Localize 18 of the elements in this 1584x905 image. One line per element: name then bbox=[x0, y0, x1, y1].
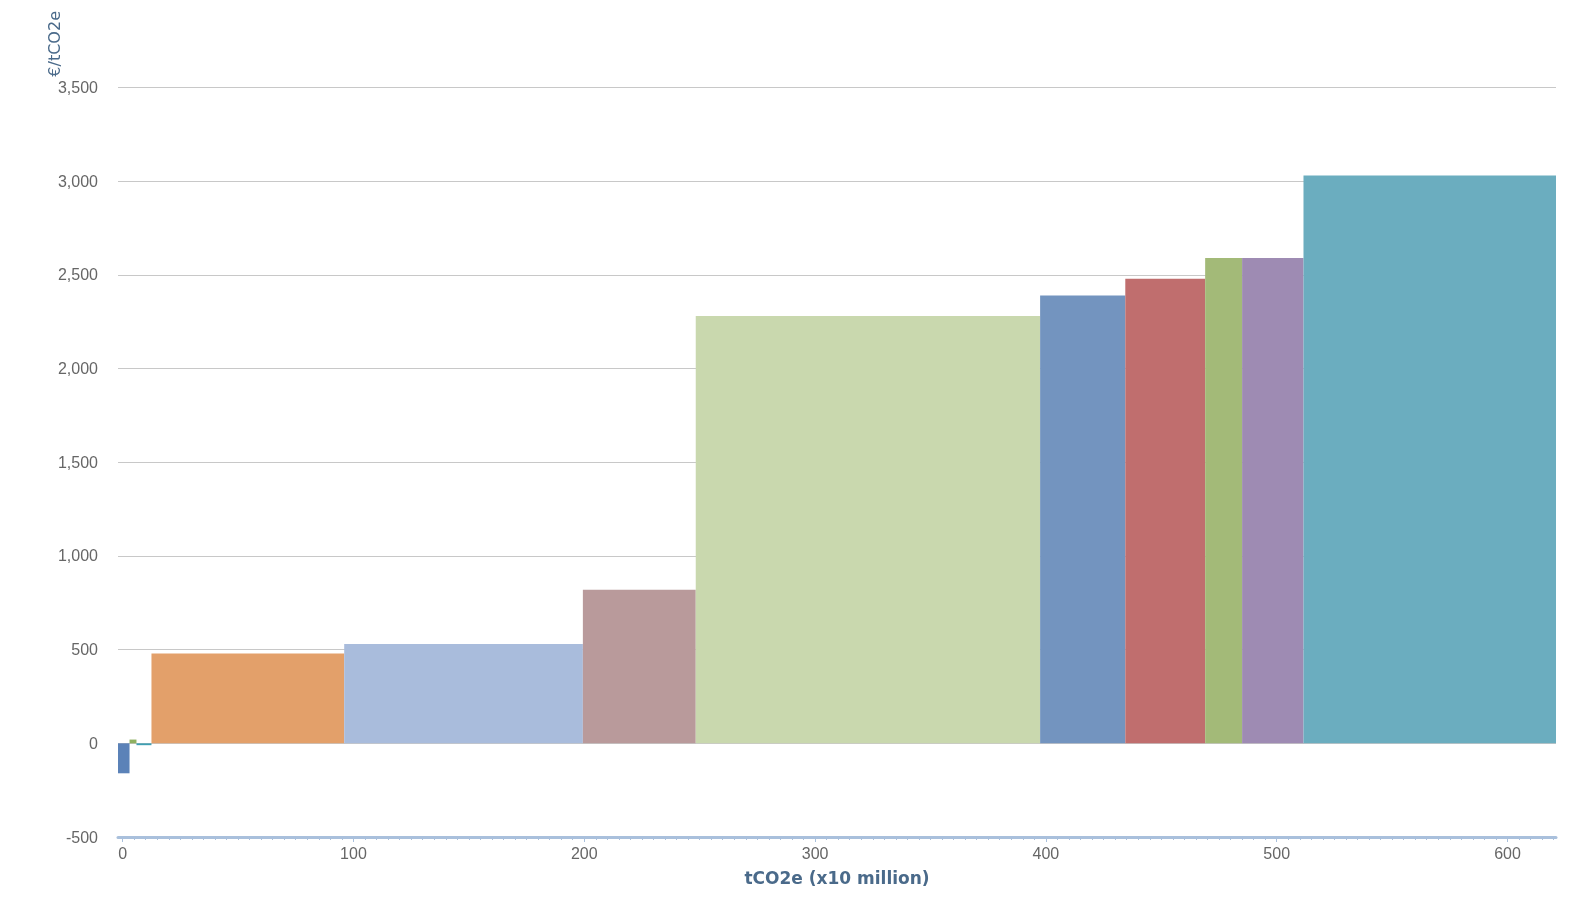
x-tick-label: 100 bbox=[340, 844, 367, 862]
x-tick-label: 500 bbox=[1263, 844, 1291, 862]
x-tick-label: 0 bbox=[118, 844, 128, 862]
y-tick-label: 500 bbox=[71, 641, 99, 659]
x-axis-title: tCO2e (x10 million) bbox=[744, 867, 930, 888]
x-tick-label: 600 bbox=[1494, 844, 1521, 862]
y-tick-label: 3,500 bbox=[57, 79, 99, 97]
y-tick-label: 2,500 bbox=[57, 266, 99, 284]
y-tick-label: 0 bbox=[89, 734, 99, 752]
x-tick-label: 300 bbox=[801, 844, 829, 862]
y-tick-label: 2,000 bbox=[57, 360, 99, 378]
y-axis-title: €/tCO2e bbox=[45, 11, 65, 77]
y-tick-label: 3,000 bbox=[57, 172, 99, 190]
y-tick-label: 1,000 bbox=[57, 547, 99, 565]
x-tick-label: 200 bbox=[570, 844, 598, 862]
y-tick-label: 1,500 bbox=[57, 453, 99, 471]
y-tick-label: -500 bbox=[65, 828, 99, 846]
x-tick-label: 400 bbox=[1032, 844, 1060, 862]
